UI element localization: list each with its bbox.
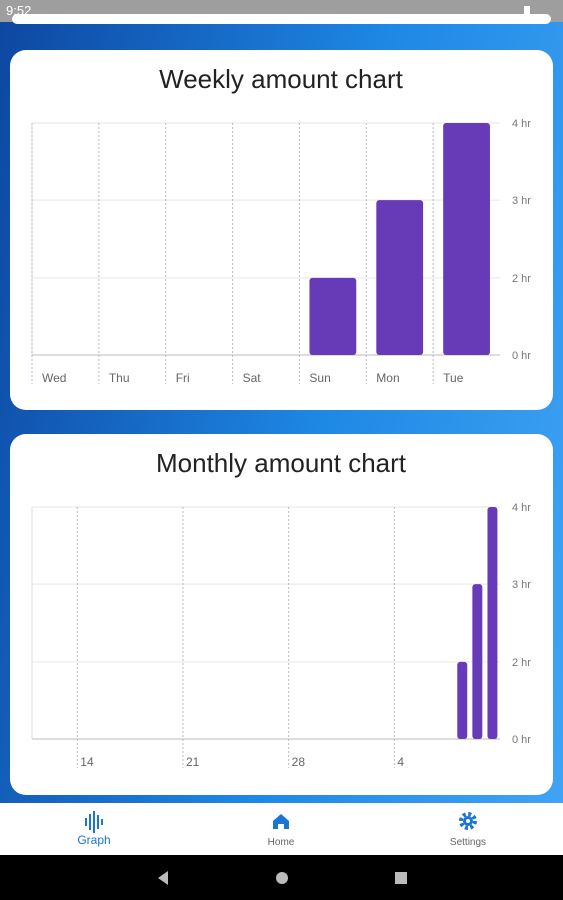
home-button[interactable] (276, 872, 288, 884)
bar (376, 200, 424, 355)
x-tick-label: 21 (186, 755, 200, 769)
nav-label[interactable]: Graph (77, 833, 110, 847)
x-tick-label: Wed (42, 371, 66, 385)
chart-title: Monthly amount chart (156, 448, 407, 478)
x-tick-label: Mon (376, 371, 399, 385)
bar (472, 584, 483, 739)
x-tick-label: Tue (443, 371, 464, 385)
home-icon (273, 814, 289, 829)
x-tick-label: 4 (397, 755, 404, 769)
nav-label[interactable]: Settings (450, 837, 486, 848)
graph-icon (85, 811, 103, 833)
recents-button[interactable] (395, 872, 407, 884)
y-tick-label: 4 hr (512, 502, 531, 514)
card (10, 434, 553, 795)
bar (443, 123, 490, 355)
y-tick-label: 4 hr (512, 118, 531, 130)
y-tick-label: 0 hr (512, 350, 531, 362)
x-tick-label: 28 (292, 755, 306, 769)
bar (487, 507, 498, 739)
back-button[interactable] (158, 871, 168, 885)
y-tick-label: 2 hr (512, 657, 531, 669)
nav-label[interactable]: Home (268, 837, 295, 848)
bar (309, 277, 357, 355)
y-tick-label: 2 hr (512, 273, 531, 285)
x-tick-label: Sat (243, 371, 262, 385)
chart-title: Weekly amount chart (159, 64, 404, 94)
bar (457, 661, 468, 739)
settings-icon (459, 812, 477, 830)
y-tick-label: 0 hr (512, 734, 531, 746)
x-tick-label: Fri (176, 371, 190, 385)
y-tick-label: 3 hr (512, 195, 531, 207)
y-tick-label: 3 hr (512, 579, 531, 591)
top-card-edge (12, 14, 551, 24)
settings-icon-hole (466, 819, 470, 823)
x-tick-label: Thu (109, 371, 130, 385)
x-tick-label: Sun (309, 371, 330, 385)
battery-icon (524, 6, 530, 17)
x-tick-label: 14 (80, 755, 94, 769)
